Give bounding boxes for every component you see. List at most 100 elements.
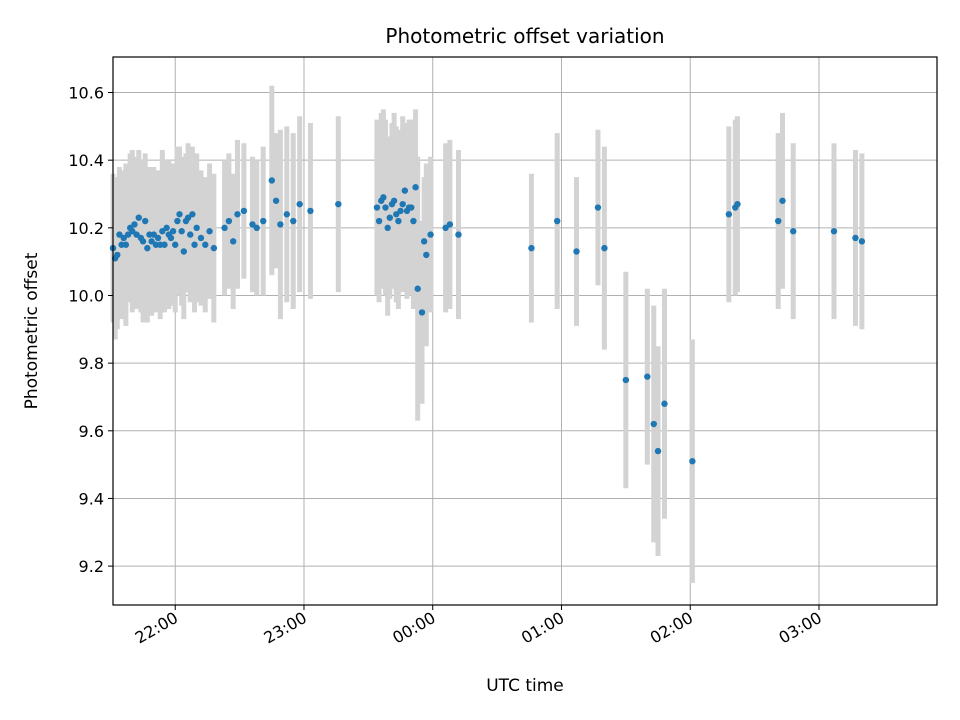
data-point — [386, 214, 394, 221]
y-axis-ticks: 9.2 9.4 9.6 9.8 10.0 10.2 10.4 10.6 — [68, 84, 113, 576]
data-point — [290, 217, 297, 225]
data-point — [234, 211, 241, 218]
data-point — [268, 177, 275, 184]
data-point — [446, 221, 454, 228]
data-point — [154, 234, 162, 242]
x-tick-label: 23:00 — [261, 608, 310, 648]
y-tick-label: 9.8 — [79, 354, 104, 373]
data-point — [187, 231, 194, 238]
data-point — [420, 238, 428, 245]
data-point — [395, 217, 402, 225]
data-point — [161, 241, 168, 248]
data-point — [335, 200, 342, 208]
x-tick-label: 01:00 — [518, 608, 567, 648]
data-point — [661, 400, 668, 407]
data-point — [178, 228, 185, 235]
data-point — [283, 211, 291, 218]
data-point — [159, 228, 166, 235]
data-point — [401, 187, 409, 194]
data-point — [418, 309, 426, 316]
data-point — [455, 231, 462, 238]
data-point — [163, 224, 170, 232]
data-point — [380, 194, 387, 201]
data-point — [650, 420, 657, 428]
data-point — [229, 238, 237, 245]
data-point — [167, 234, 175, 242]
data-point — [393, 211, 400, 218]
data-point — [120, 234, 127, 242]
data-point — [240, 207, 248, 215]
data-point — [373, 204, 381, 211]
x-tick-label: 00:00 — [389, 608, 438, 648]
data-point — [135, 214, 142, 221]
data-point — [272, 197, 280, 204]
data-point — [414, 285, 421, 292]
data-point — [307, 207, 314, 215]
data-point — [221, 224, 228, 232]
data-point — [176, 211, 183, 218]
data-point — [225, 217, 233, 225]
data-point — [390, 197, 398, 204]
data-point — [141, 217, 149, 225]
data-point — [249, 221, 256, 228]
x-tick-label: 22:00 — [132, 608, 181, 648]
data-point — [384, 224, 391, 232]
x-axis-title: UTC time — [486, 676, 564, 696]
data-point — [172, 241, 179, 248]
y-tick-label: 10.0 — [68, 286, 104, 305]
x-tick-label: 03:00 — [776, 608, 825, 648]
data-point — [375, 217, 383, 225]
data-point — [124, 231, 132, 238]
data-point — [408, 204, 415, 211]
data-point — [423, 251, 430, 259]
data-point — [184, 214, 192, 221]
data-point — [131, 221, 138, 228]
data-point — [197, 234, 205, 242]
data-point — [296, 200, 303, 208]
data-point — [410, 217, 417, 225]
data-point — [725, 211, 733, 218]
data-point — [553, 217, 561, 225]
data-point — [830, 228, 838, 235]
data-point — [734, 200, 741, 208]
data-point — [116, 231, 123, 238]
data-point — [210, 244, 218, 252]
data-point — [775, 217, 782, 225]
data-point — [528, 244, 535, 252]
data-point — [622, 376, 630, 384]
y-tick-label: 9.4 — [79, 489, 104, 508]
data-point — [442, 224, 449, 232]
data-point — [144, 244, 151, 252]
data-point — [601, 244, 608, 252]
grid-lines — [113, 57, 937, 605]
data-point — [174, 217, 181, 225]
data-point — [852, 234, 859, 242]
y-tick-label: 9.2 — [79, 557, 104, 576]
y-tick-label: 10.6 — [68, 84, 104, 103]
data-point — [382, 204, 389, 211]
data-point — [654, 447, 662, 455]
x-axis-ticks: 22:00 23:00 00:00 01:00 02:00 03:00 — [132, 605, 825, 648]
data-point — [260, 217, 267, 225]
data-point — [129, 228, 136, 235]
y-axis-title: Photometric offset — [22, 252, 42, 409]
data-point — [193, 224, 200, 232]
data-point — [180, 248, 188, 255]
data-point — [412, 184, 419, 191]
data-point — [169, 228, 177, 235]
data-point — [790, 228, 797, 235]
data-point — [858, 238, 866, 245]
data-point — [399, 200, 406, 208]
data-point — [133, 231, 140, 238]
data-point — [139, 238, 147, 245]
y-tick-label: 10.2 — [68, 219, 104, 238]
data-point — [573, 248, 580, 255]
data-point — [253, 224, 260, 232]
data-point — [779, 197, 786, 204]
plot-frame — [112, 56, 938, 606]
data-point — [114, 251, 121, 259]
data-point — [644, 373, 651, 380]
y-tick-label: 10.4 — [68, 151, 104, 170]
chart-title: Photometric offset variation — [385, 24, 664, 48]
y-tick-label: 9.6 — [79, 422, 104, 441]
